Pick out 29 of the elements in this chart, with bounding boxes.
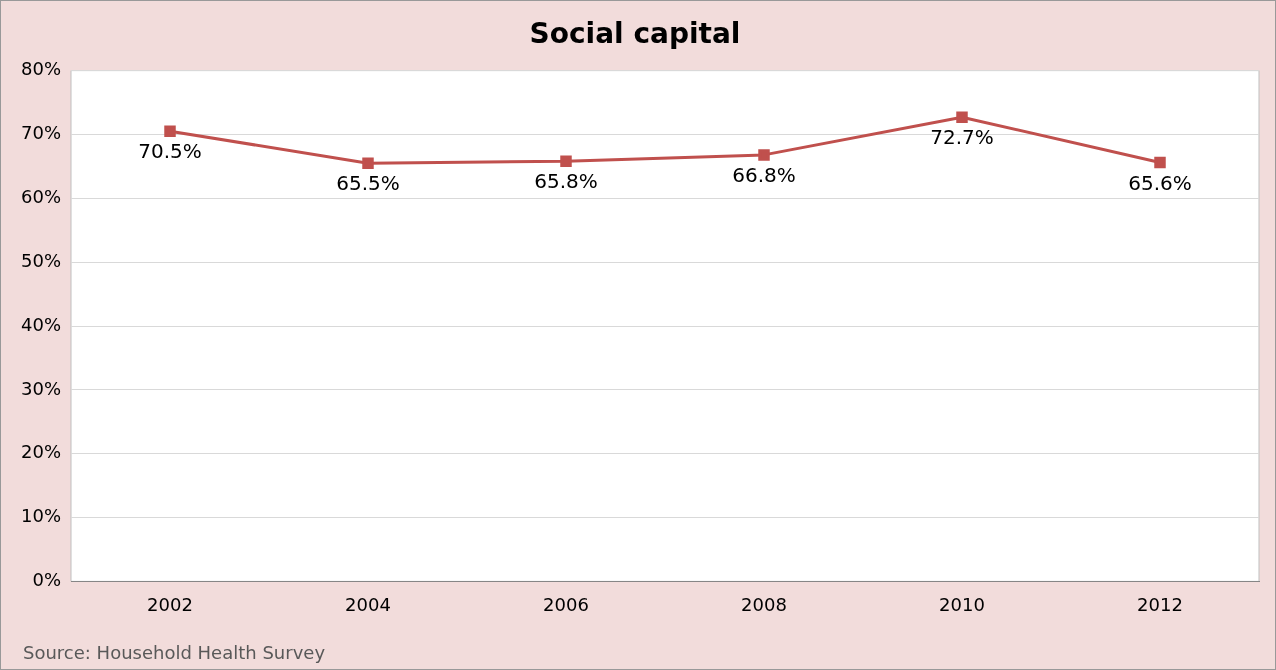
point: [758, 149, 770, 161]
x-tick-label: 2008: [741, 593, 787, 615]
data-label: 65.8%: [534, 169, 598, 194]
x-tick-label: 2006: [543, 593, 589, 615]
y-tick-label: 20%: [20, 441, 62, 463]
x-tick-label: 2012: [1137, 593, 1183, 615]
chart-title: Social capital: [529, 17, 741, 51]
data-label: 70.5%: [138, 139, 202, 164]
y-tick-label: 30%: [20, 377, 62, 399]
y-tick-label: 70%: [20, 122, 62, 144]
data-label: 72.7%: [930, 125, 994, 150]
x-tick-label: 2002: [147, 593, 193, 615]
y-tick-label: 10%: [20, 505, 62, 527]
point: [164, 125, 176, 137]
data-label: 66.8%: [732, 163, 796, 188]
y-tick-label: 50%: [20, 249, 62, 271]
x-tick-label: 2004: [345, 593, 391, 615]
data-label: 65.5%: [336, 171, 400, 196]
point: [362, 157, 374, 169]
y-tick-label: 60%: [20, 185, 62, 207]
source-note: Source: Household Health Survey: [23, 642, 326, 663]
point: [560, 155, 572, 168]
point: [1154, 156, 1166, 169]
y-tick-label: 0%: [32, 569, 62, 591]
x-tick-label: 2010: [939, 593, 985, 615]
y-tick-label: 40%: [20, 313, 62, 335]
data-label: 65.6%: [1128, 170, 1192, 195]
point: [956, 111, 968, 123]
y-tick-label: 80%: [20, 58, 62, 80]
